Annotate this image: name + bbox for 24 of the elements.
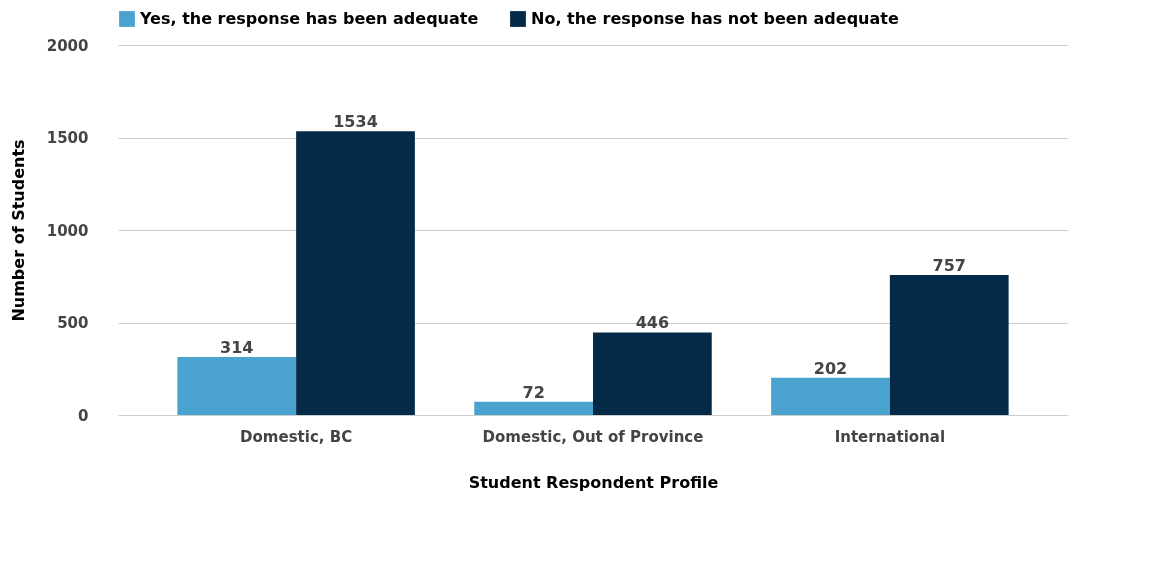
bar — [177, 356, 297, 415]
x-tick-label: Domestic, Out of Province — [482, 427, 704, 446]
y-tick-label: 1500 — [46, 129, 89, 147]
x-tick-label: Domestic, BC — [240, 427, 353, 446]
bar — [771, 377, 890, 415]
y-tick-label: 2000 — [46, 36, 89, 55]
y-tick-label: 0 — [78, 406, 89, 425]
legend-label: No, the response has not been adequate — [531, 9, 899, 28]
y-tick-label: 500 — [57, 314, 89, 332]
bar — [889, 274, 1009, 415]
x-axis-title: Student Respondent Profile — [468, 472, 719, 492]
y-axis-title: Number of Students — [8, 139, 28, 322]
data-label: 314 — [220, 337, 254, 357]
bar — [296, 131, 415, 415]
data-label: 202 — [813, 358, 848, 378]
data-label: 72 — [522, 382, 545, 402]
legend-label: Yes, the response has been adequate — [139, 9, 479, 28]
data-label: 446 — [635, 313, 670, 333]
data-label: 757 — [932, 255, 966, 275]
data-label: 1534 — [333, 112, 378, 132]
x-tick-label: International — [834, 427, 946, 446]
y-tick-label: 1000 — [46, 221, 89, 240]
bar — [593, 332, 712, 415]
bar — [474, 401, 593, 415]
